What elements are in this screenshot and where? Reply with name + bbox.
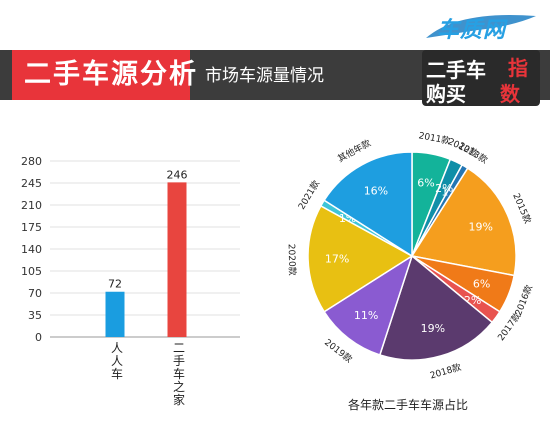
pie-category-label: 2018款 bbox=[428, 361, 462, 381]
pie-percent-label: 11% bbox=[354, 309, 378, 322]
pie-category-label: 2021款 bbox=[295, 178, 322, 212]
brand-tag-red2: 数 bbox=[500, 82, 520, 106]
brand-tag-line2: 购买 bbox=[426, 82, 466, 106]
y-tick-label: 0 bbox=[35, 331, 42, 344]
pie-category-label: 2020款 bbox=[286, 244, 299, 276]
pie-category-label: 2019款 bbox=[322, 336, 355, 365]
title-banner bbox=[12, 50, 190, 100]
pie-category-label: 2013款 bbox=[456, 139, 490, 166]
y-tick-label: 210 bbox=[21, 199, 42, 212]
y-tick-label: 245 bbox=[21, 177, 42, 190]
pie-percent-label: 16% bbox=[364, 184, 388, 197]
pie-category-label: 2017款 bbox=[495, 310, 523, 343]
pie-percent-label: 19% bbox=[468, 220, 492, 233]
pie-slice bbox=[323, 254, 414, 356]
header: 二手车源分析 市场车源量情况 车质网 12365auto.com 二手车 指 购… bbox=[0, 0, 550, 112]
pie-slice bbox=[378, 254, 494, 361]
bar bbox=[105, 291, 125, 337]
pie-category-label: 2015款 bbox=[510, 191, 534, 225]
pie-percent-label: 6% bbox=[417, 176, 434, 189]
brand-tag-line1: 二手车 bbox=[426, 58, 486, 82]
pie-percent-label: 17% bbox=[325, 252, 349, 265]
y-tick-label: 35 bbox=[28, 309, 42, 322]
y-tick-label: 105 bbox=[21, 265, 42, 278]
pie-slice bbox=[410, 167, 517, 277]
y-tick-label: 175 bbox=[21, 221, 42, 234]
x-tick-label: 二手车之家 bbox=[173, 341, 185, 407]
pie-slice bbox=[307, 204, 414, 313]
pie-chart-title: 各年款二手车车源占比 bbox=[348, 398, 469, 412]
x-tick-label: 人人车 bbox=[111, 341, 123, 381]
page-title: 二手车源分析 bbox=[24, 59, 198, 90]
bar-value-label: 246 bbox=[167, 168, 188, 181]
y-tick-label: 70 bbox=[28, 287, 42, 300]
brand-name: 车质网 bbox=[437, 18, 507, 43]
page-subtitle: 市场车源量情况 bbox=[205, 66, 324, 86]
brand-tag-red1: 指 bbox=[508, 56, 528, 80]
pie-slice bbox=[323, 151, 413, 258]
y-tick-label: 280 bbox=[21, 155, 42, 168]
pie-percent-label: 6% bbox=[473, 278, 490, 291]
bar-value-label: 72 bbox=[108, 278, 122, 291]
brand-logo bbox=[422, 14, 540, 106]
pie-category-label: 其他年款 bbox=[336, 137, 373, 165]
brand-url: 12365auto.com bbox=[443, 40, 514, 50]
y-tick-label: 140 bbox=[21, 243, 42, 256]
bar bbox=[167, 182, 187, 337]
pie-percent-label: 19% bbox=[421, 322, 445, 335]
